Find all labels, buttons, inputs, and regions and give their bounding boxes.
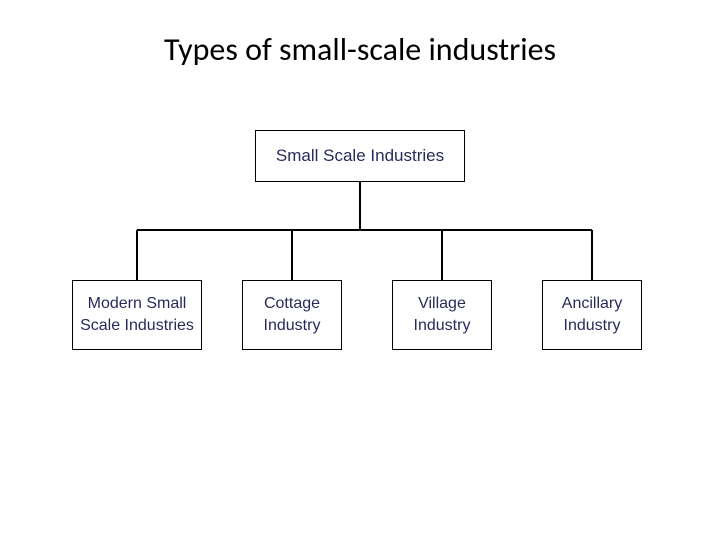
connector-drop-2 (441, 230, 443, 280)
child-node-modern-small-scale: Modern Small Scale Industries (72, 280, 202, 350)
connector-trunk (359, 182, 361, 230)
root-node: Small Scale Industries (255, 130, 465, 182)
child-node-label: Modern Small Scale Industries (80, 293, 194, 336)
child-node-village-industry: Village Industry (392, 280, 492, 350)
connector-drop-0 (136, 230, 138, 280)
page-title: Types of small-scale industries (0, 30, 720, 69)
connector-drop-1 (291, 230, 293, 280)
connector-bus (137, 229, 592, 231)
child-node-label: Ancillary Industry (562, 293, 622, 336)
connector-drop-3 (591, 230, 593, 280)
child-node-ancillary-industry: Ancillary Industry (542, 280, 642, 350)
root-node-label: Small Scale Industries (276, 146, 444, 166)
child-node-label: Village Industry (414, 293, 471, 336)
child-node-label: Cottage Industry (264, 293, 321, 336)
child-node-cottage-industry: Cottage Industry (242, 280, 342, 350)
